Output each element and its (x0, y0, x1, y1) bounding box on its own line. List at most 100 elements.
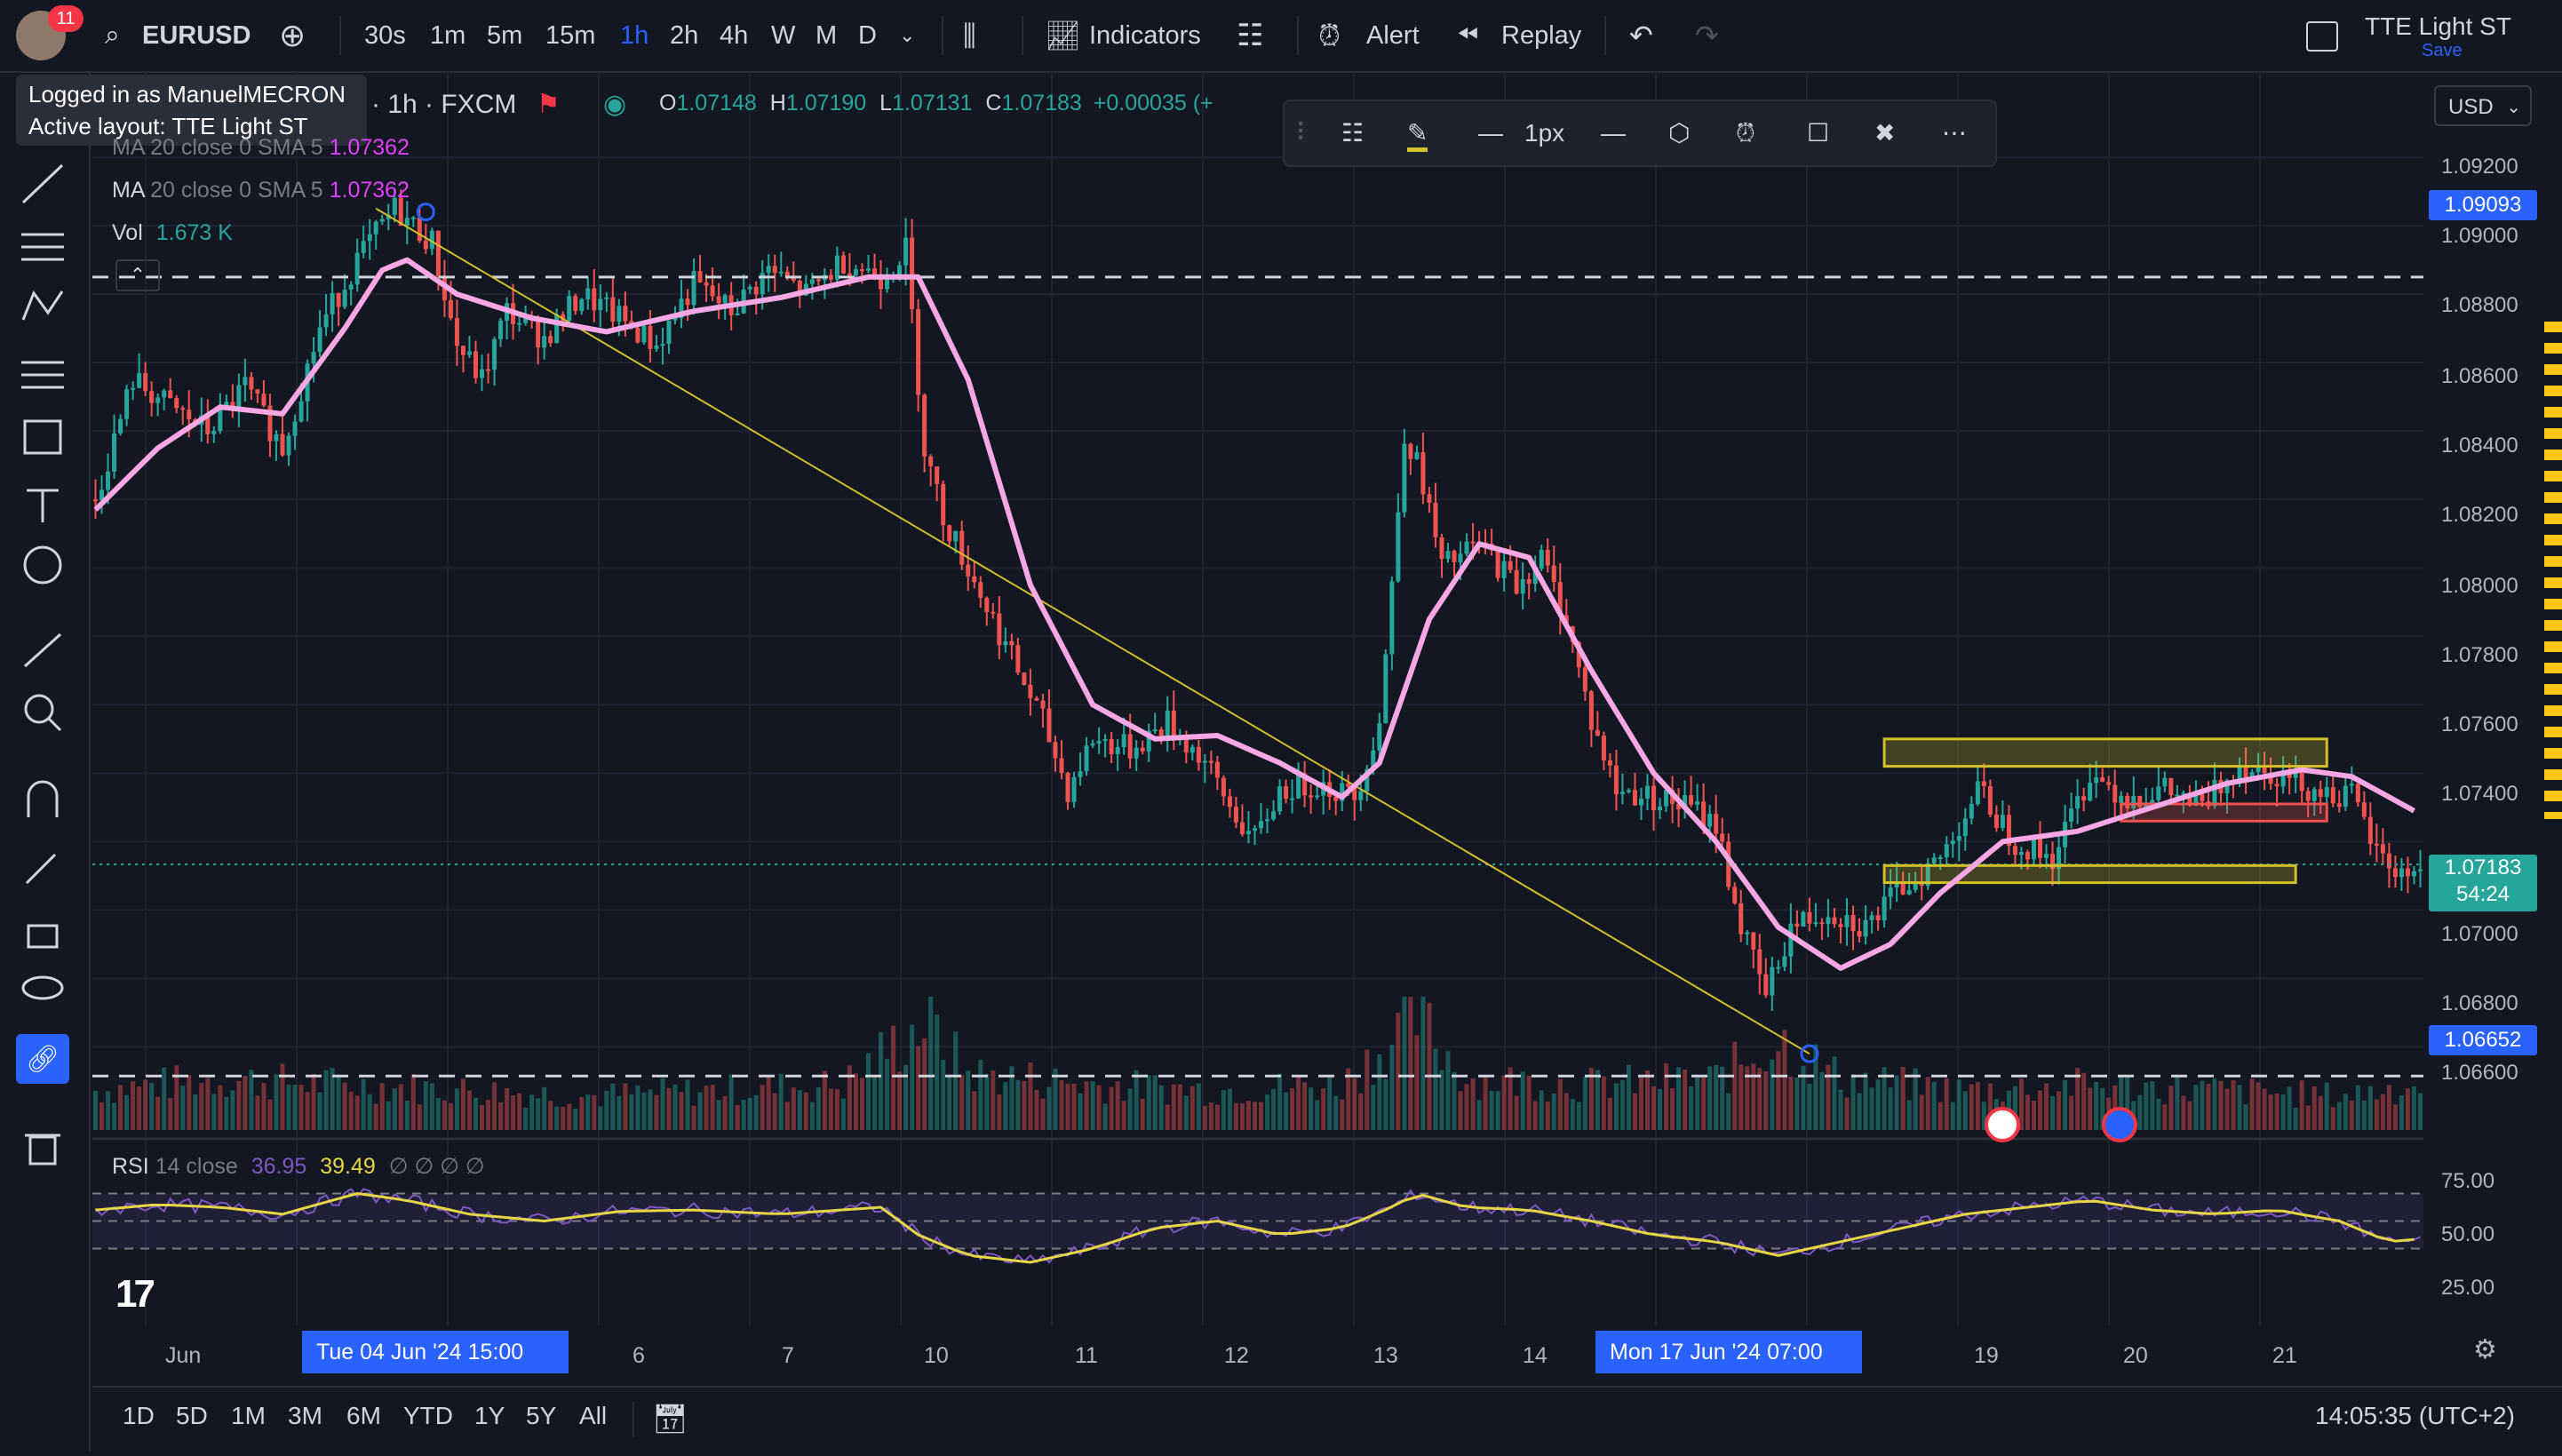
rsi-legend[interactable]: RSI 14 close 36.95 39.49 ∅ ∅ ∅ ∅ (112, 1153, 485, 1180)
candle-body (1383, 654, 1388, 724)
currency-select[interactable]: USD ⌄ (2434, 85, 2532, 126)
candles-icon[interactable]: ⫼ (963, 20, 976, 52)
chevron-down-icon[interactable]: ⌄ (899, 24, 916, 46)
price-chart[interactable] (92, 73, 2423, 1348)
go-to-date-icon[interactable]: 📅︎ (652, 1403, 688, 1435)
candle-body (1427, 494, 1432, 503)
candle-body (1838, 924, 1843, 927)
candle-body (1309, 795, 1314, 798)
candle-body (1464, 541, 1469, 554)
alert-button[interactable]: Alert (1366, 21, 1420, 50)
collapse-legend-button[interactable]: ⌃ (115, 259, 160, 291)
clock[interactable]: 14:05:35 (UTC+2) (2315, 1402, 2515, 1429)
volume-bar (2100, 1087, 2105, 1130)
search-icon[interactable]: ⌕ (105, 20, 120, 50)
range-1m[interactable]: 1M (231, 1402, 266, 1429)
templates-icon[interactable]: ☷ (1237, 19, 1264, 52)
candle-body (1046, 708, 1052, 743)
alert-icon[interactable]: ⏰︎ (1318, 20, 1341, 52)
timeframe-1h[interactable]: 1h (620, 21, 649, 50)
volume-bar (2144, 1082, 2149, 1130)
redo-icon[interactable]: ↷ (1695, 20, 1719, 52)
volume-bar (966, 1070, 971, 1130)
candle-body (2000, 815, 2005, 829)
line-style-icon[interactable]: — (1478, 119, 1503, 147)
timeframe-5m[interactable]: 5m (487, 21, 523, 50)
volume-bar (1601, 1076, 1606, 1130)
candle-body (435, 230, 441, 277)
ma2-legend[interactable]: MA 20 close 0 SMA 5 1.07362 (112, 178, 410, 203)
rsi-value: 36.95 (251, 1154, 307, 1179)
candle-body (809, 279, 815, 284)
undo-icon[interactable]: ↶ (1629, 20, 1653, 52)
axis-settings-icon[interactable]: ⚙ (2473, 1335, 2497, 1365)
volume-bar (249, 1070, 254, 1130)
volume-bar (753, 1094, 759, 1130)
range-ytd[interactable]: YTD (403, 1402, 453, 1429)
timeframe-4h[interactable]: 4h (720, 21, 749, 50)
save-button[interactable]: Save (2422, 41, 2463, 60)
timeframe-m[interactable]: M (816, 21, 838, 50)
candle-body (2311, 789, 2317, 801)
range-1d[interactable]: 1D (123, 1402, 155, 1429)
volume-bar (2156, 1098, 2161, 1130)
volume-bar (2193, 1085, 2199, 1130)
volume-bar (1894, 1075, 1899, 1130)
volume-bar (2355, 1085, 2360, 1130)
timeframe-d[interactable]: D (858, 21, 877, 50)
timeframe-w[interactable]: W (771, 21, 796, 50)
timeframe-30s[interactable]: 30s (364, 21, 406, 50)
candle-body (542, 336, 547, 348)
range-1y[interactable]: 1Y (474, 1402, 505, 1429)
add-symbol-icon[interactable]: ⊕ (279, 17, 306, 53)
symbol-search-button[interactable]: EURUSD (142, 21, 251, 50)
tradingview-logo: 17 (115, 1272, 155, 1316)
line-dash-icon[interactable]: — (1601, 119, 1626, 147)
timeframe-1m[interactable]: 1m (430, 21, 466, 50)
series-legend[interactable]: · 1h · FXCM ⚑ ◉ (371, 89, 626, 120)
replay-icon[interactable]: ⏪︎ (1457, 20, 1478, 50)
alert-add-icon[interactable]: ⏰︎ (1736, 119, 1755, 147)
volume-legend[interactable]: Vol 1.673 K (112, 220, 233, 246)
timeframe-2h[interactable]: 2h (670, 21, 699, 50)
lock-icon[interactable]: ☐ (1807, 119, 1830, 147)
volume-bar (1850, 1074, 1856, 1130)
volume-bar (1208, 1102, 1213, 1130)
candle-body (1134, 747, 1139, 759)
price-tick: 1.08600 (2441, 364, 2518, 388)
settings-icon[interactable]: ⬡ (1668, 119, 1691, 147)
range-5y[interactable]: 5Y (526, 1402, 557, 1429)
volume-bar (2305, 1105, 2311, 1130)
price-tick: 1.08200 (2441, 503, 2518, 527)
volume-bar (1745, 1066, 1750, 1130)
range-all[interactable]: All (579, 1402, 608, 1429)
delete-icon[interactable]: ✖ (1874, 119, 1896, 147)
candle-body (1245, 831, 1251, 834)
price-axis[interactable]: 1.09200 1.09000 1.08800 1.08600 1.08400 … (2425, 73, 2562, 1452)
volume-bar (910, 1024, 915, 1130)
candle-body (1259, 821, 1264, 829)
layout-checkbox[interactable] (2306, 21, 2338, 52)
indicators-icon[interactable]: 📈︎ (1045, 20, 1081, 52)
ma1-legend[interactable]: MA 20 close 0 SMA 5 1.07362 (112, 135, 410, 161)
chevron-down-icon: ⌄ (2506, 98, 2521, 117)
drag-handle-icon[interactable]: ⠇ (1295, 119, 1314, 147)
timeframe-15m[interactable]: 15m (545, 21, 596, 50)
candle-body (205, 415, 211, 434)
templates-icon[interactable]: ☷ (1341, 119, 1365, 147)
line-width-button[interactable]: 1px (1524, 119, 1565, 147)
candle-body (286, 435, 291, 456)
candle-body (2262, 765, 2267, 774)
time-axis[interactable]: Jun Tue 04 Jun '24 15:00 6 7 10 11 12 13… (92, 1324, 2423, 1386)
indicators-button[interactable]: Indicators (1089, 21, 1201, 50)
range-3m[interactable]: 3M (288, 1402, 322, 1429)
line-color-icon[interactable]: ✎ (1407, 119, 1428, 152)
volume-bar (1327, 1075, 1333, 1130)
replay-button[interactable]: Replay (1501, 21, 1582, 50)
layout-name[interactable]: TTE Light ST (2365, 12, 2511, 40)
candle-body (2417, 869, 2423, 871)
more-icon[interactable]: ⋯ (1942, 119, 1967, 147)
candle-body (784, 271, 790, 279)
range-5d[interactable]: 5D (176, 1402, 208, 1429)
range-6m[interactable]: 6M (346, 1402, 381, 1429)
